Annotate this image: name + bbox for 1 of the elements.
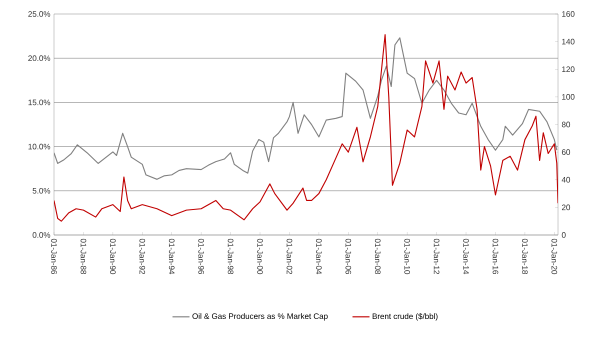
line-series xyxy=(54,34,558,222)
